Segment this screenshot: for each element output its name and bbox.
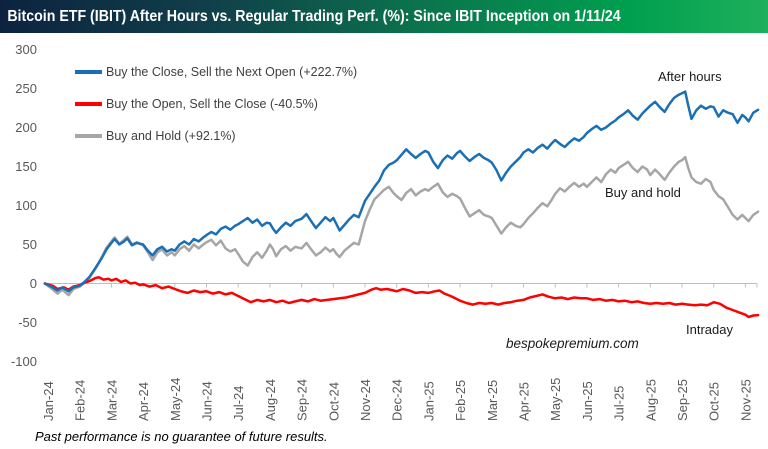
x-axis-label: Feb-24 [73,380,88,421]
legend-label: Buy and Hold (+92.1%) [106,129,236,143]
annotation-intraday: Intraday [686,322,733,337]
chart-legend: Buy the Close, Sell the Next Open (+222.… [75,64,357,160]
x-axis-label: Mar-24 [104,380,119,421]
x-axis-label: Jan-24 [41,381,56,421]
watermark: bespokepremium.com [506,336,639,351]
x-axis-label: Apr-25 [517,382,532,421]
legend-label: Buy the Close, Sell the Next Open (+222.… [106,65,358,79]
x-axis-label: Sep-24 [295,379,310,421]
chart-title-bar: Bitcoin ETF (IBIT) After Hours vs. Regul… [0,0,768,33]
x-axis-label: Mar-25 [485,380,500,421]
x-axis-label: Apr-24 [136,382,151,421]
series-line-buy-the-close-sell-the-next-open [43,90,760,293]
x-axis-label: Jun-25 [580,381,595,421]
x-axis-label: Jun-24 [200,381,215,421]
x-axis-label: Jan-25 [421,381,436,421]
x-axis-label: Nov-25 [738,379,753,421]
x-axis-label: Oct-25 [707,382,722,421]
x-axis-label: May-24 [168,378,183,421]
y-axis-label: 200 [15,120,37,135]
y-axis-label: 150 [15,159,37,174]
x-axis-label: May-25 [548,378,563,421]
x-axis-label: Oct-24 [326,382,341,421]
legend-label: Buy the Open, Sell the Close (-40.5%) [106,97,318,111]
legend-item-intraday: Buy the Open, Sell the Close (-40.5%) [75,96,357,112]
legend-line-red-icon [75,102,102,106]
annotation-buy-and-hold: Buy and hold [605,185,681,200]
annotation-after-hours: After hours [658,69,722,84]
x-axis-label: Nov-24 [358,379,373,421]
y-axis-label: 250 [15,81,37,96]
legend-item-buy-and-hold: Buy and Hold (+92.1%) [75,128,357,144]
chart-area: 300 250 200 150 100 50 0 -50 -100 Jan-24 Feb-24 Mar… [0,33,768,425]
x-axis-label: Jul-25 [612,386,627,421]
y-axis-label: 50 [23,237,37,252]
x-axis-label: Sep-25 [675,379,690,421]
y-axis-label: -50 [18,315,37,330]
legend-line-gray-icon [75,134,102,138]
y-axis-label: -100 [11,354,37,369]
series-line-buy-the-open-sell-the-close [43,276,760,319]
series-line-buy-and-hold [43,155,760,297]
chart-title: Bitcoin ETF (IBIT) After Hours vs. Regul… [7,7,621,25]
y-axis-label: 100 [15,198,37,213]
legend-item-after-hours: Buy the Close, Sell the Next Open (+222.… [75,64,357,80]
y-axis-label: 300 [15,42,37,57]
x-axis-label: Aug-25 [643,379,658,421]
x-axis-label: Jul-24 [231,386,246,421]
x-axis-label: Feb-25 [453,380,468,421]
y-axis-label: 0 [30,276,37,291]
legend-line-blue-icon [75,70,102,74]
chart-plot-area: 300 250 200 150 100 50 0 -50 -100 Jan-24 Feb-24 Mar… [11,42,760,421]
x-axis-label: Aug-24 [263,379,278,421]
x-axis-label: Dec-24 [390,379,405,421]
disclaimer-note: Past performance is no guarantee of futu… [35,429,328,444]
